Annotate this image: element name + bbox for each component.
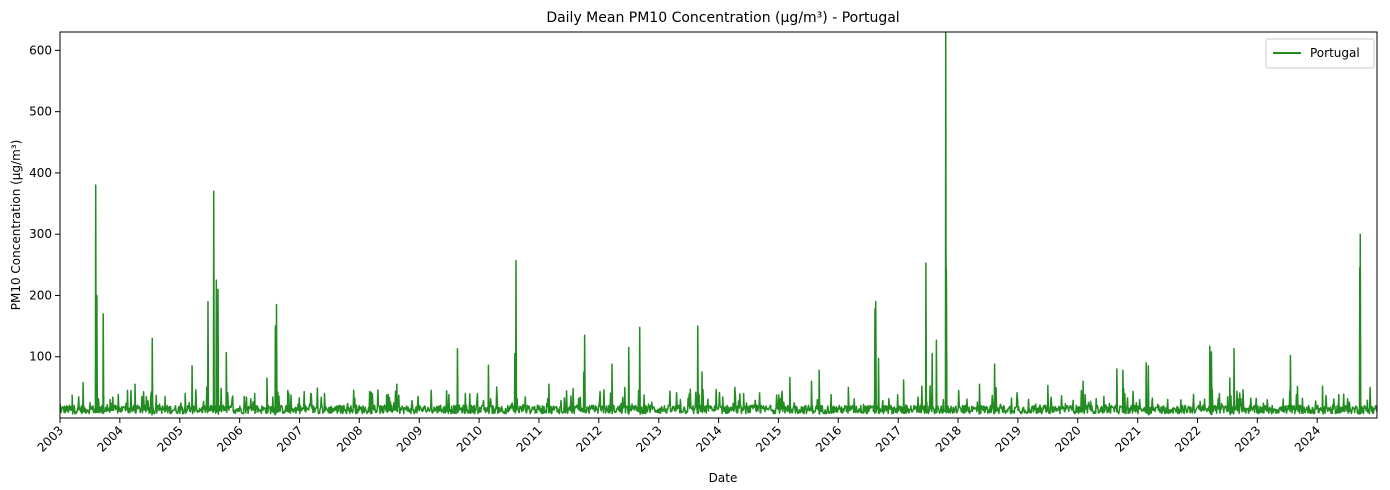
legend: Portugal [1265,38,1375,69]
x-tick-label: 2006 [214,423,245,454]
x-tick-label: 2014 [693,423,724,454]
y-tick-label: 200 [29,288,52,302]
y-axis-title: PM10 Concentration (µg/m³) [9,140,23,311]
y-tick-label: 100 [29,350,52,364]
x-tick-label: 2019 [992,423,1023,454]
y-tick-label: 600 [29,43,52,57]
chart-title: Daily Mean PM10 Concentration (µg/m³) - … [546,10,899,26]
x-tick-label: 2007 [274,423,305,454]
x-tick-label: 2013 [633,423,664,454]
x-tick-label: 2008 [334,423,365,454]
x-tick-label: 2016 [813,423,844,454]
x-tick-label: 2024 [1292,423,1323,454]
x-tick-label: 2005 [154,423,185,454]
legend-label-portugal: Portugal [1310,46,1360,60]
x-tick-label: 2020 [1052,423,1083,454]
x-tick-label: 2022 [1172,423,1203,454]
plot-frame [59,31,1378,419]
x-tick-label: 2009 [394,423,425,454]
x-tick-label: 2003 [35,423,66,454]
x-tick-label: 2012 [573,423,604,454]
legend-frame [1265,38,1375,69]
x-tick-label: 2004 [94,423,125,454]
x-tick-label: 2017 [873,423,904,454]
x-tick-label: 2011 [514,423,545,454]
series-line-portugal [60,32,1377,416]
x-tick-label: 2015 [753,423,784,454]
x-tick-label: 2021 [1112,423,1143,454]
plot-area [60,32,1377,416]
y-tick-label: 400 [29,166,52,180]
x-tick-label: 2023 [1232,423,1263,454]
x-tick-label: 2010 [454,423,485,454]
x-tick-label: 2018 [933,423,964,454]
y-tick-label: 300 [29,227,52,241]
y-tick-label: 500 [29,105,52,119]
x-axis-title: Date [709,471,738,485]
x-axis: 2003 2004 2005 2006 2007 2008 2009 2010 2011 2012… [35,418,1323,455]
y-axis: 100 200 300 400 500 600 [29,43,60,364]
